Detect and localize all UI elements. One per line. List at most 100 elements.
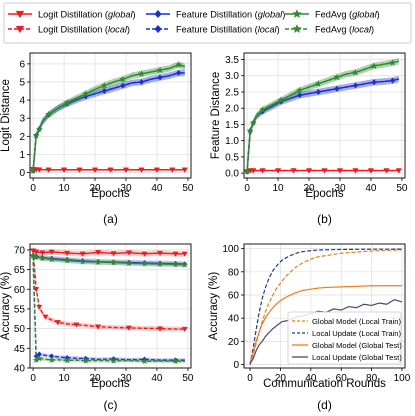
series-band	[247, 57, 399, 175]
data-point	[389, 59, 397, 66]
x-tick-label: 20	[89, 373, 101, 384]
data-point	[138, 79, 144, 85]
data-point	[30, 252, 37, 259]
data-point	[32, 131, 40, 139]
legend-swatch-marker	[154, 24, 162, 34]
legend-item: Feature Distillation (local)	[146, 24, 280, 34]
data-point	[63, 99, 71, 106]
x-tick-label: 50	[182, 373, 194, 384]
data-point	[314, 80, 322, 87]
x-axis-label: Communication Rounds	[263, 378, 386, 390]
series-band	[33, 253, 185, 364]
series-line	[249, 248, 402, 365]
y-tick-label: 4	[19, 96, 25, 107]
panel-caption: (d)	[317, 398, 332, 412]
x-tick-label: 40	[365, 183, 377, 194]
x-tick-label: 30	[120, 183, 132, 194]
axes-frame	[243, 243, 406, 369]
data-point	[138, 70, 145, 77]
data-point	[35, 354, 43, 362]
data-point	[61, 167, 68, 173]
series-1	[30, 167, 188, 173]
y-axis-label: Accuracy (%)	[0, 272, 12, 341]
data-point	[79, 258, 87, 265]
series-band	[247, 75, 399, 175]
data-point	[110, 357, 117, 364]
data-point	[172, 251, 179, 257]
y-tick-label: 0	[233, 360, 239, 371]
data-point	[101, 88, 107, 94]
data-point	[107, 167, 114, 173]
series-band	[33, 69, 185, 175]
axes-frame	[29, 52, 192, 179]
panel-caption: (b)	[317, 212, 332, 226]
data-point	[176, 70, 182, 76]
x-tick-label: 30	[334, 183, 346, 194]
data-point	[290, 168, 297, 174]
data-point	[371, 79, 377, 86]
panel-legend-frame	[287, 311, 402, 365]
data-point	[181, 167, 188, 173]
x-tick-label: 10	[58, 373, 70, 384]
data-point	[370, 62, 378, 69]
y-axis-label: Logit Distance	[0, 79, 12, 152]
legend-swatch-marker	[292, 23, 302, 34]
y-tick-label: 2.5	[225, 87, 239, 98]
data-point	[297, 92, 303, 99]
data-point	[352, 82, 358, 89]
series-1	[249, 248, 402, 365]
panel-d: 0 20 40 60 80 100 0 20 40 60 80 100 Communication Ro…	[208, 243, 411, 412]
y-tick-label: 5	[19, 77, 25, 88]
data-point	[153, 167, 160, 173]
data-point	[333, 73, 341, 81]
panel-legend-label: Local Update (Local Train)	[312, 329, 402, 338]
data-point	[352, 68, 359, 76]
y-tick-label: 0.5	[225, 152, 239, 163]
series-band	[33, 253, 185, 363]
data-point	[259, 168, 266, 174]
data-point	[119, 75, 127, 83]
y-tick-label: 2	[19, 132, 25, 143]
x-tick-label: 40	[151, 183, 163, 194]
series-line	[246, 60, 399, 172]
y-tick-label: 1.5	[225, 120, 239, 131]
legend-item: Feature Distillation (global)	[146, 9, 285, 19]
y-tick-label: 60	[14, 285, 26, 296]
data-point	[45, 111, 52, 118]
data-point	[175, 61, 183, 68]
legend-label: Feature Distillation (global)	[176, 9, 285, 19]
panel-c: 0 10 20 30 40 50 40 45 50 55 60 65 70 Epochs Accuracy …	[0, 243, 194, 412]
data-point	[383, 168, 390, 174]
data-point	[126, 325, 133, 331]
series-2	[249, 285, 402, 363]
legend-label: Logit Distillation (global)	[38, 9, 136, 19]
y-tick-label: 1	[19, 150, 25, 161]
x-tick-label: 20	[275, 373, 287, 384]
x-tick-label: 0	[30, 183, 36, 194]
panel-a: 0 10 20 30 40 50 0 1 2 3 4 5 6 Epochs Logit Distance (a…	[0, 52, 194, 226]
legend-frame	[3, 2, 412, 44]
y-tick-label: 3	[19, 114, 25, 125]
data-point	[244, 167, 251, 175]
y-tick-label: 40	[228, 314, 240, 325]
data-point	[181, 261, 189, 268]
data-point	[45, 167, 52, 173]
y-tick-label: 45	[14, 344, 26, 355]
data-point	[125, 259, 133, 267]
axes-frame	[243, 52, 406, 179]
data-point	[76, 167, 83, 173]
y-tick-label: 55	[14, 304, 26, 315]
data-point	[63, 356, 71, 364]
data-point	[395, 168, 402, 174]
series-5	[244, 57, 399, 175]
data-point	[321, 168, 328, 174]
y-tick-label: 20	[228, 337, 240, 348]
data-point	[306, 168, 312, 174]
x-tick-label: 10	[58, 183, 70, 194]
data-point	[181, 251, 188, 257]
x-tick-label: 30	[120, 373, 132, 384]
y-axis-label: Accuracy (%)	[208, 272, 220, 341]
legend-swatch-marker	[15, 10, 25, 19]
legend-item: Logit Distillation (local)	[8, 24, 130, 34]
series-5	[30, 61, 186, 175]
